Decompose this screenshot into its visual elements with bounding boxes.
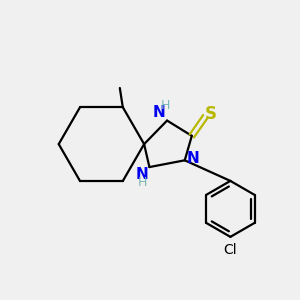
Text: N: N xyxy=(136,167,148,182)
Text: N: N xyxy=(152,105,165,120)
Text: H: H xyxy=(161,99,170,112)
Text: S: S xyxy=(205,105,217,123)
Text: H: H xyxy=(138,176,148,189)
Text: N: N xyxy=(187,151,200,166)
Text: Cl: Cl xyxy=(224,243,237,257)
